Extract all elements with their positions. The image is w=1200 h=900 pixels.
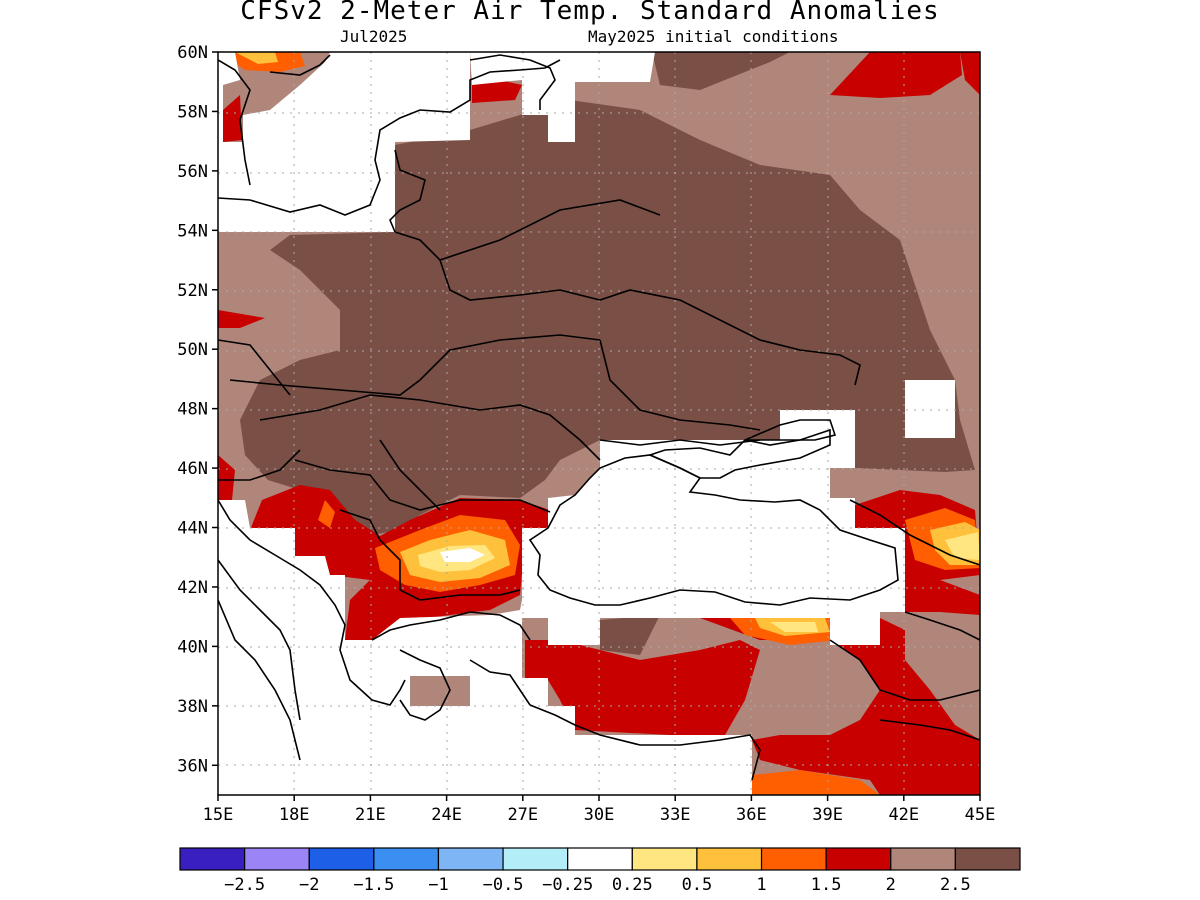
lat-tick-label: 58N <box>177 102 208 122</box>
lon-tick-label: 42E <box>888 805 919 825</box>
legend-label: −1.5 <box>353 875 394 895</box>
coastlines-borders <box>218 54 980 781</box>
latitude-axis: 60N 58N 56N 54N 52N 50N 48N 46N 44N 42N 40N 38N 36N <box>177 43 218 776</box>
lon-tick-label: 24E <box>431 805 462 825</box>
legend-swatch <box>502 847 569 871</box>
lon-tick-label: 33E <box>660 805 691 825</box>
longitude-axis: 15E 18E 21E 24E 27E 30E 33E 36E 39E 42E 45E <box>203 795 996 825</box>
lon-tick-label: 21E <box>355 805 386 825</box>
initial-conditions-label: May2025 initial conditions <box>588 27 839 46</box>
legend-label: −1 <box>428 875 448 895</box>
legend-swatch <box>179 847 246 871</box>
anomaly-field <box>218 52 980 795</box>
lat-tick-label: 38N <box>177 697 208 717</box>
legend-label: 1.5 <box>811 875 842 895</box>
legend-swatch <box>696 847 763 871</box>
legend-swatch <box>437 847 504 871</box>
lat-tick-label: 56N <box>177 162 208 182</box>
lon-tick-label: 39E <box>812 805 843 825</box>
legend-label: −2 <box>299 875 319 895</box>
lon-tick-label: 27E <box>507 805 538 825</box>
lat-tick-label: 46N <box>177 459 208 479</box>
legend-label: 0.5 <box>682 875 713 895</box>
lat-tick-label: 48N <box>177 400 208 420</box>
lat-tick-label: 36N <box>177 756 208 776</box>
valid-month-label: Jul2025 <box>340 27 408 46</box>
legend-label: −0.5 <box>483 875 524 895</box>
lat-tick-label: 54N <box>177 221 208 241</box>
legend-swatch <box>631 847 698 871</box>
lon-tick-label: 15E <box>203 805 234 825</box>
map-title: CFSv2 2-Meter Air Temp. Standard Anomali… <box>240 0 940 26</box>
lat-tick-label: 40N <box>177 637 208 657</box>
legend-swatch <box>308 847 375 871</box>
lat-tick-label: 60N <box>177 43 208 63</box>
legend-label: −2.5 <box>224 875 265 895</box>
lat-tick-label: 52N <box>177 281 208 301</box>
legend-label: 0.25 <box>612 875 653 895</box>
legend-swatch <box>567 847 633 871</box>
legend-swatch <box>825 847 892 871</box>
lon-tick-label: 45E <box>965 805 996 825</box>
legend-swatch <box>760 847 827 871</box>
legend-swatch <box>954 847 1021 871</box>
lon-tick-label: 36E <box>736 805 767 825</box>
lat-tick-label: 44N <box>177 519 208 539</box>
color-legend: −2.5 −2 −1.5 −1 −0.5 −0.25 0.25 0.5 1 1.5 2 2.5 <box>179 847 1021 895</box>
legend-label: 2 <box>886 875 896 895</box>
lon-tick-label: 30E <box>584 805 615 825</box>
legend-swatch <box>890 847 956 871</box>
lat-tick-label: 42N <box>177 578 208 598</box>
legend-swatch <box>373 847 440 871</box>
lat-tick-label: 50N <box>177 340 208 360</box>
legend-label: 1 <box>756 875 766 895</box>
legend-swatch <box>244 847 310 871</box>
legend-label: −0.25 <box>542 875 593 895</box>
lon-tick-label: 18E <box>279 805 310 825</box>
legend-label: 2.5 <box>940 875 971 895</box>
